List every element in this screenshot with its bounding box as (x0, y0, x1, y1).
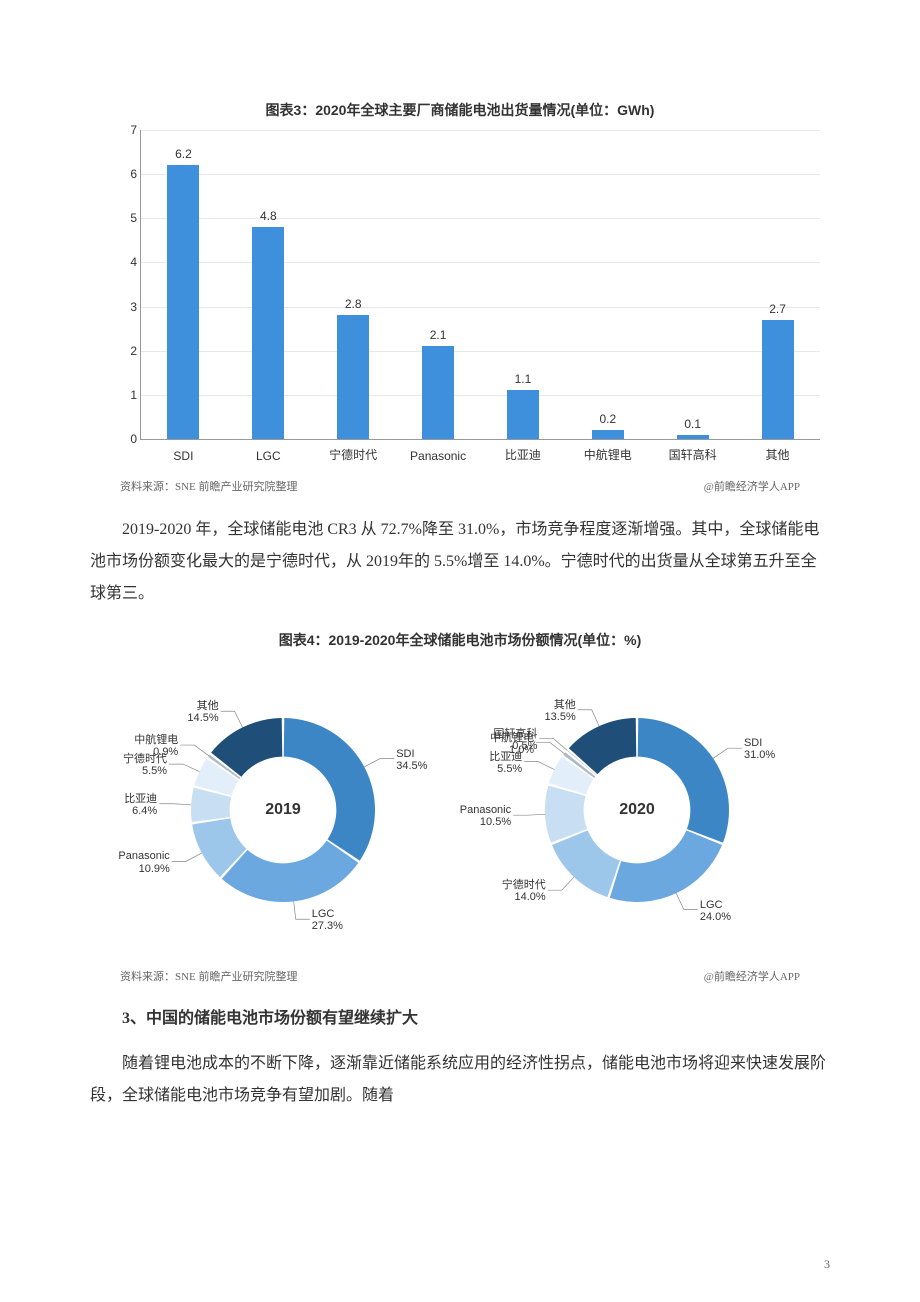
x-tick: 中航锂电 (584, 446, 632, 463)
donut-2019: SDI34.5%LGC27.3%Panasonic10.9%比亚迪6.4%宁德时… (108, 660, 458, 960)
section-3-heading: 3、中国的储能电池市场份额有望继续扩大 (90, 1004, 830, 1028)
bar-value-label: 2.7 (769, 302, 786, 316)
bar-chart-source-left: 资料来源：SNE 前瞻产业研究院整理 (120, 478, 298, 494)
donut-2020: SDI31.0%LGC24.0%宁德时代14.0%Panasonic10.5%比… (462, 660, 812, 960)
bar (167, 165, 199, 439)
donut-slice-label: LGC27.3% (312, 908, 343, 932)
bar-value-label: 6.2 (175, 147, 192, 161)
donut-chart-source-left: 资料来源：SNE 前瞻产业研究院整理 (120, 968, 298, 984)
y-tick: 7 (123, 123, 137, 137)
bar-value-label: 4.8 (260, 209, 277, 223)
x-tick: 国轩高科 (669, 446, 717, 463)
y-tick: 0 (123, 432, 137, 446)
paragraph-1: 2019-2020 年，全球储能电池 CR3 从 72.7%降至 31.0%，市… (90, 514, 830, 610)
x-tick: 宁德时代 (329, 446, 377, 463)
donut-center-label: 2019 (265, 801, 301, 819)
bar (677, 435, 709, 439)
donut-chart-source-right: @前瞻经济学人APP (704, 968, 800, 984)
donut-slice-label: Panasonic10.9% (118, 850, 169, 874)
donut-slice-label: 比亚迪6.4% (124, 793, 157, 817)
donut-center-label: 2020 (619, 801, 655, 819)
x-tick: Panasonic (410, 449, 466, 463)
donut-slice (284, 718, 375, 861)
bar-chart-title: 图表3：2020年全球主要厂商储能电池出货量情况(单位：GWh) (90, 100, 830, 120)
donut-slice-label: 宁德时代14.0% (502, 879, 546, 903)
donut-slice-label: 中航锂电0.9% (134, 734, 178, 758)
donut-slice (211, 718, 282, 777)
donut-slice (610, 830, 722, 902)
paragraph-2: 随着锂电池成本的不断下降，逐渐靠近储能系统应用的经济性拐点，储能电池市场将迎来快… (90, 1048, 830, 1112)
bar (337, 315, 369, 439)
bar (762, 320, 794, 439)
donut-slice-label: SDI31.0% (744, 737, 775, 761)
y-tick: 4 (123, 255, 137, 269)
donut-chart-source-row: 资料来源：SNE 前瞻产业研究院整理 @前瞻经济学人APP (120, 968, 800, 984)
donut-slice-label: 其他13.5% (545, 699, 576, 723)
y-tick: 3 (123, 300, 137, 314)
bar (592, 430, 624, 439)
donut-chart-title: 图表4：2019-2020年全球储能电池市场份额情况(单位：%) (90, 630, 830, 650)
bar-value-label: 2.8 (345, 297, 362, 311)
bar-chart-source-row: 资料来源：SNE 前瞻产业研究院整理 @前瞻经济学人APP (120, 478, 800, 494)
y-tick: 2 (123, 344, 137, 358)
bar-value-label: 1.1 (515, 372, 532, 386)
x-tick: LGC (256, 449, 281, 463)
donut-slice (638, 718, 729, 843)
donut-chart-row: SDI34.5% LGC27.3% Panasonic10.9% 比亚迪6.4% 宁德时… (90, 660, 830, 960)
x-tick: 其他 (766, 446, 790, 463)
bar (422, 346, 454, 439)
bar (507, 390, 539, 439)
x-tick: 比亚迪 (505, 446, 541, 463)
bar (252, 227, 284, 439)
bar-value-label: 2.1 (430, 328, 447, 342)
donut-slice-label: SDI34.5% (396, 748, 427, 772)
x-tick: SDI (173, 449, 193, 463)
y-tick: 5 (123, 211, 137, 225)
bar-value-label: 0.2 (599, 412, 616, 426)
y-tick: 1 (123, 388, 137, 402)
bar-chart-source-right: @前瞻经济学人APP (704, 478, 800, 494)
page-number: 3 (824, 1257, 830, 1272)
donut-slice-label: LGC24.0% (700, 899, 731, 923)
donut-slice-label: Panasonic10.5% (460, 804, 511, 828)
bar-value-label: 0.1 (684, 417, 701, 431)
donut-slice (552, 830, 620, 897)
donut-slice-label: 其他14.5% (187, 700, 218, 724)
bar-chart: 012345676.2SDI4.8LGC2.8宁德时代2.1Panasonic1… (120, 130, 820, 470)
donut-slice-label: 国轩高科0.5% (493, 728, 537, 752)
y-tick: 6 (123, 167, 137, 181)
